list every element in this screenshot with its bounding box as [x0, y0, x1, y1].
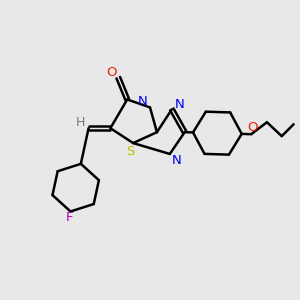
- Text: F: F: [65, 212, 73, 224]
- Text: O: O: [248, 121, 258, 134]
- Text: O: O: [106, 66, 117, 79]
- Text: H: H: [76, 116, 85, 129]
- Text: N: N: [175, 98, 185, 111]
- Text: N: N: [172, 154, 181, 167]
- Text: S: S: [127, 146, 135, 158]
- Text: N: N: [138, 95, 147, 108]
